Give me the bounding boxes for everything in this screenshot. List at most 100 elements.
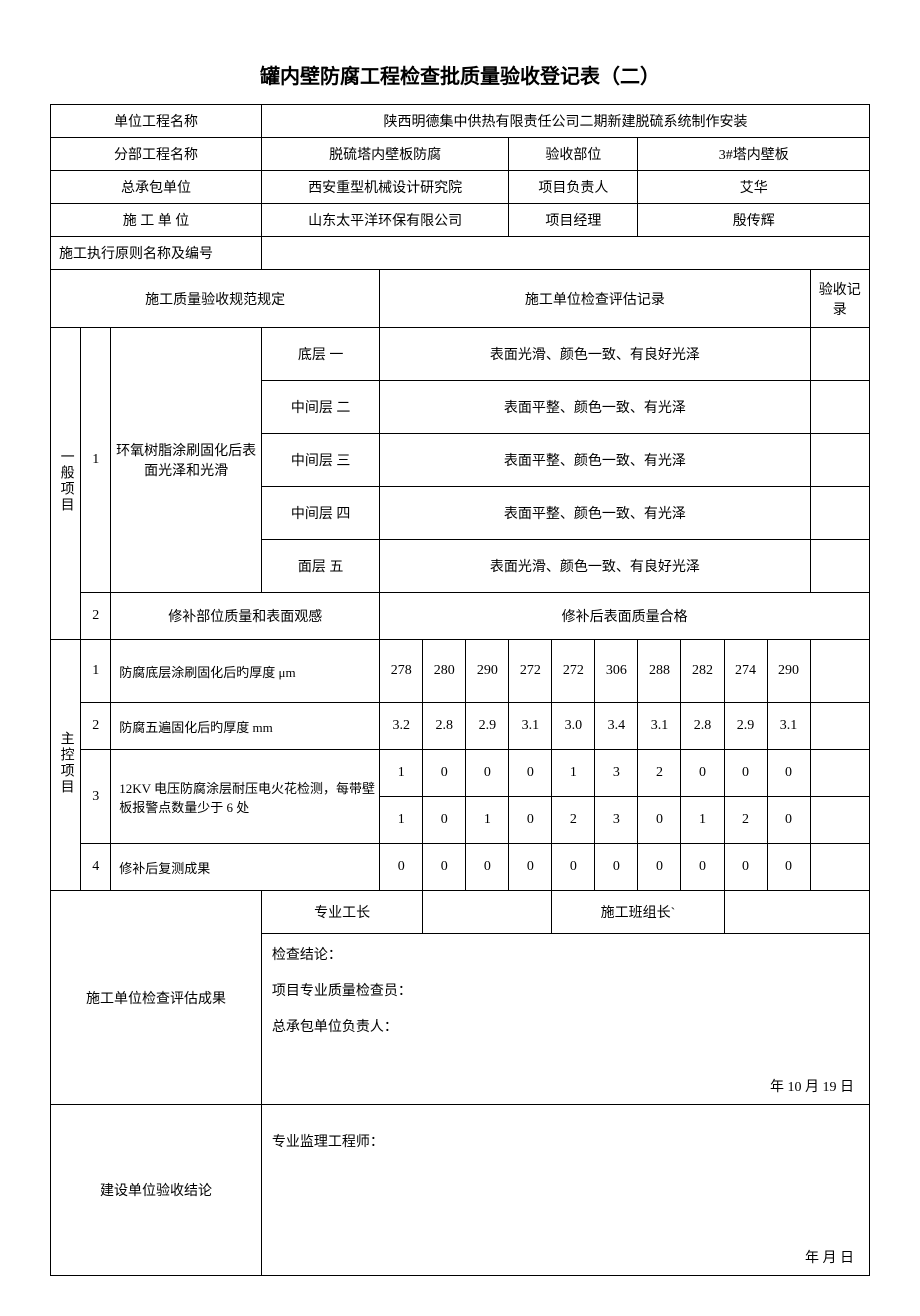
value-accept-part: 3#塔内壁板 (638, 138, 870, 171)
data-cell: 0 (724, 844, 767, 891)
inspection-table: 单位工程名称 陕西明德集中供热有限责任公司二期新建脱硫系统制作安装 分部工程名称… (50, 104, 870, 1276)
label-contractor: 总承包单位 (51, 171, 262, 204)
data-cell: 2.8 (423, 703, 466, 750)
accept-cell (810, 540, 869, 593)
section-general: 一般项目 (51, 328, 81, 640)
data-cell: 306 (595, 640, 638, 703)
label-unit-project: 单位工程名称 (51, 105, 262, 138)
date-field: 年 月 日 (805, 1247, 854, 1267)
accept-cell (810, 750, 869, 797)
layer-result: 表面平整、颜色一致、有光泽 (380, 381, 810, 434)
data-cell: 0 (552, 844, 595, 891)
value-constructor: 山东太平洋环保有限公司 (261, 204, 508, 237)
accept-cell (810, 640, 869, 703)
data-cell: 0 (509, 797, 552, 844)
label-accept-record: 验收记录 (810, 270, 869, 328)
data-cell: 290 (466, 640, 509, 703)
layer-result: 表面光滑、颜色一致、有良好光泽 (380, 328, 810, 381)
data-cell: 278 (380, 640, 423, 703)
label-quality-spec: 施工质量验收规范规定 (51, 270, 380, 328)
main-row-num: 2 (81, 703, 111, 750)
value-unit-project: 陕西明德集中供热有限责任公司二期新建脱硫系统制作安装 (261, 105, 869, 138)
general-row2-desc: 修补部位质量和表面观感 (111, 593, 380, 640)
data-cell: 282 (681, 640, 724, 703)
general-row1-desc: 环氧树脂涂刷固化后表面光泽和光滑 (111, 328, 262, 593)
data-cell: 288 (638, 640, 681, 703)
data-cell: 290 (767, 640, 810, 703)
data-cell: 1 (681, 797, 724, 844)
value-contractor: 西安重型机械设计研究院 (261, 171, 508, 204)
data-cell: 3 (595, 797, 638, 844)
accept-cell (810, 434, 869, 487)
data-cell: 0 (595, 844, 638, 891)
label-quality-inspector: 项目专业质量检查员： (272, 980, 859, 1000)
main-row-desc: 修补后复测成果 (111, 844, 380, 891)
data-cell: 1 (552, 750, 595, 797)
label-team-leader: 施工班组长` (552, 891, 724, 934)
layer-result: 表面平整、颜色一致、有光泽 (380, 487, 810, 540)
layer-result: 表面平整、颜色一致、有光泽 (380, 434, 810, 487)
data-cell: 0 (638, 844, 681, 891)
value-proj-mgr: 殷传辉 (638, 204, 870, 237)
data-cell: 0 (423, 844, 466, 891)
data-cell: 1 (380, 797, 423, 844)
general-row1-num: 1 (81, 328, 111, 593)
data-cell: 0 (466, 844, 509, 891)
label-constructor: 施 工 单 位 (51, 204, 262, 237)
data-cell: 2 (638, 750, 681, 797)
data-cell: 2.9 (466, 703, 509, 750)
data-cell: 1 (380, 750, 423, 797)
accept-cell (810, 703, 869, 750)
data-cell: 280 (423, 640, 466, 703)
layer-name: 中间层 三 (261, 434, 379, 487)
main-row-desc: 12KV 电压防腐涂层耐压电火花检测，每带壁板报警点数量少于 6 处 (111, 750, 380, 844)
layer-name: 底层 一 (261, 328, 379, 381)
data-cell: 0 (767, 750, 810, 797)
main-row-num: 1 (81, 640, 111, 703)
data-cell: 0 (767, 797, 810, 844)
label-accept-part: 验收部位 (509, 138, 638, 171)
label-pro-foreman: 专业工长 (261, 891, 422, 934)
data-cell: 272 (509, 640, 552, 703)
layer-name: 中间层 四 (261, 487, 379, 540)
page-title: 罐内壁防腐工程检查批质量验收登记表（二） (50, 60, 870, 89)
data-cell: 0 (767, 844, 810, 891)
data-cell: 272 (552, 640, 595, 703)
data-cell: 0 (423, 797, 466, 844)
main-row-num: 4 (81, 844, 111, 891)
owner-conclusion-box: 专业监理工程师： 年 月 日 (261, 1105, 869, 1276)
label-constructor-check: 施工单位检查评估成果 (51, 891, 262, 1105)
layer-name: 中间层 二 (261, 381, 379, 434)
general-row2-num: 2 (81, 593, 111, 640)
accept-cell (810, 797, 869, 844)
data-cell: 274 (724, 640, 767, 703)
data-cell: 0 (681, 844, 724, 891)
accept-cell (810, 487, 869, 540)
data-cell: 0 (509, 844, 552, 891)
layer-result: 表面光滑、颜色一致、有良好光泽 (380, 540, 810, 593)
label-owner-accept: 建设单位验收结论 (51, 1105, 262, 1276)
value-exec-principle (261, 237, 869, 270)
value-pm: 艾华 (638, 171, 870, 204)
data-cell: 2.9 (724, 703, 767, 750)
data-cell: 3.1 (509, 703, 552, 750)
data-cell: 3.1 (638, 703, 681, 750)
accept-cell (810, 844, 869, 891)
label-contractor-head: 总承包单位负责人： (272, 1016, 859, 1036)
data-cell: 1 (466, 797, 509, 844)
label-supervisor: 专业监理工程师： (272, 1131, 859, 1151)
section-main: 主控项目 (51, 640, 81, 891)
date-field: 年 10 月 19 日 (770, 1076, 854, 1096)
layer-name: 面层 五 (261, 540, 379, 593)
data-cell: 0 (466, 750, 509, 797)
constructor-conclusion-box: 检查结论： 项目专业质量检查员： 总承包单位负责人： 年 10 月 19 日 (261, 934, 869, 1105)
value-team-leader (724, 891, 870, 934)
data-cell: 2 (724, 797, 767, 844)
main-row-num: 3 (81, 750, 111, 844)
data-cell: 0 (509, 750, 552, 797)
label-check-conclusion: 检查结论： (272, 944, 859, 964)
label-inspection-record: 施工单位检查评估记录 (380, 270, 810, 328)
value-sub-project: 脱硫塔内壁板防腐 (261, 138, 508, 171)
main-row-desc: 防腐底层涂刷固化后旳厚度 μm (111, 640, 380, 703)
label-exec-principle: 施工执行原则名称及编号 (51, 237, 262, 270)
